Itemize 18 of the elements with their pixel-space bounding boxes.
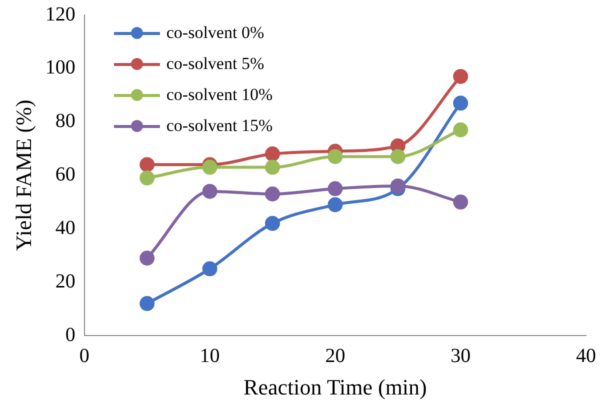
x-tick-label: 40 <box>576 344 596 367</box>
y-tick-label: 100 <box>45 56 76 79</box>
y-tick-label: 0 <box>65 324 76 346</box>
legend-label: co-solvent 10% <box>166 84 273 104</box>
x-tick-label: 10 <box>200 344 220 367</box>
x-tick-label: 0 <box>79 344 90 367</box>
x-axis-title: Reaction Time (min) <box>244 374 427 400</box>
y-axis-title: Yield FAME (%) <box>10 100 36 251</box>
y-tick-label: 40 <box>55 216 76 239</box>
y-tick-label: 20 <box>55 270 76 292</box>
legend-label: co-solvent 5% <box>166 54 264 74</box>
y-tick-label: 120 <box>45 3 76 26</box>
y-tick-label: 60 <box>55 164 76 186</box>
legend-label: co-solvent 15% <box>166 116 273 136</box>
x-tick-label: 30 <box>450 344 471 367</box>
y-tick-label: 80 <box>55 110 76 132</box>
legend-label: co-solvent 0% <box>166 22 264 42</box>
x-tick-label: 20 <box>325 344 346 367</box>
